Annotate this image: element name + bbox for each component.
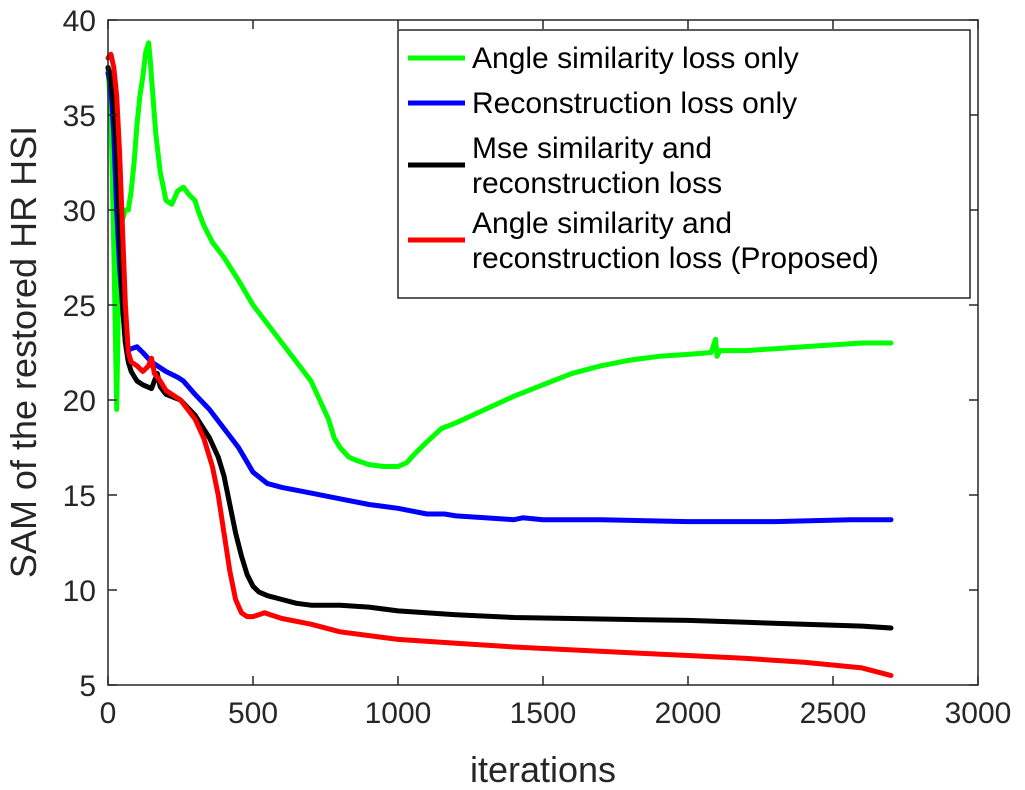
- legend-box: [397, 29, 971, 299]
- x-tick-label: 500: [228, 697, 278, 730]
- legend-label-3: Mse similarity and: [472, 132, 712, 165]
- x-tick-label: 3000: [945, 697, 1012, 730]
- series-line-1: [105, 40, 894, 469]
- legend-label-4: Angle similarity and: [472, 207, 732, 240]
- y-tick-label: 15: [63, 480, 96, 513]
- x-tick-label: 1000: [365, 697, 432, 730]
- x-tick-label: 1500: [510, 697, 577, 730]
- legend-label-2: Reconstruction loss only: [472, 87, 797, 120]
- y-axis-label: SAM of the restored HR HSI: [3, 126, 44, 578]
- y-tick-label: 40: [63, 5, 96, 38]
- y-tick-label: 30: [63, 195, 96, 228]
- x-axis-label: iterations: [470, 749, 616, 790]
- legend: Angle similarity loss only Reconstruction…: [397, 29, 971, 299]
- series-line-4: [105, 51, 894, 678]
- x-tick-label: 2000: [655, 697, 722, 730]
- x-axis-ticks: 0 500 1000 1500 2000 2500 3000: [100, 20, 1012, 730]
- y-tick-label: 5: [79, 670, 96, 703]
- y-tick-label: 35: [63, 100, 96, 133]
- y-axis-ticks: 5 10 15 20 25 30 35 40: [63, 5, 978, 703]
- plot-lines: [105, 40, 894, 678]
- y-tick-label: 20: [63, 385, 96, 418]
- legend-label-3: reconstruction loss: [472, 167, 722, 200]
- legend-label-1: Angle similarity loss only: [472, 42, 799, 75]
- x-tick-label: 0: [100, 697, 117, 730]
- y-tick-label: 10: [63, 575, 96, 608]
- x-tick-label: 2500: [800, 697, 867, 730]
- y-tick-label: 25: [63, 290, 96, 323]
- legend-label-4: reconstruction loss (Proposed): [472, 242, 879, 275]
